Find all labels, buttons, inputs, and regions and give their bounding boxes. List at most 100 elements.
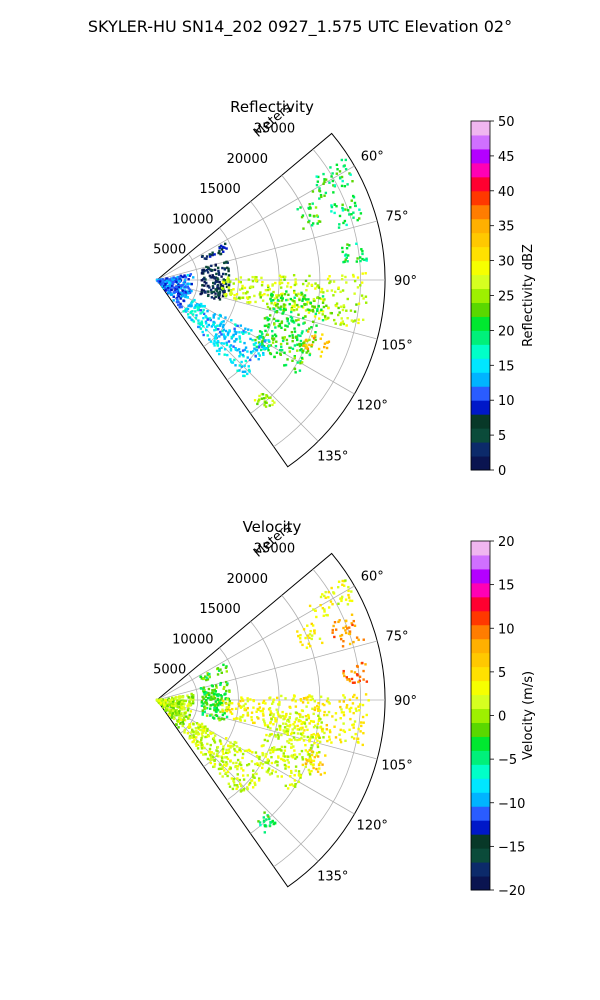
radar-gate [352,711,355,715]
radar-gate [327,590,330,594]
radar-gate [316,722,320,726]
radar-gate [278,324,282,327]
radar-gate [186,296,189,299]
radar-gate [176,710,180,713]
colorbar-swatch [471,330,490,338]
radar-gate [308,694,311,697]
radar-gate [205,701,208,705]
radar-gate [333,211,336,215]
radar-gate [282,311,285,314]
radar-gate [340,597,344,600]
radar-gate [221,703,224,707]
radar-gate [204,706,207,710]
colorbar-tick-label: 15 [498,359,515,374]
radar-gate [354,732,357,736]
radar-gate [267,815,270,818]
radar-gate [228,708,231,712]
radar-gate [268,734,271,738]
radar-gate [298,637,302,640]
radar-gate [353,319,357,322]
radar-gate [323,298,326,301]
radar-gate [205,698,208,702]
radar-gate [303,343,307,347]
radar-gate [236,717,239,720]
radar-gate [335,205,338,208]
radar-gate [225,683,229,687]
radar-gate [293,785,297,788]
radar-gate [239,784,243,788]
radar-gate [308,773,312,776]
radar-gate [347,589,350,593]
radar-gate [315,324,318,327]
radar-gate [268,340,271,343]
radar-gate [202,691,206,694]
radar-gate [312,214,316,218]
radar-gate [351,723,354,727]
radar-gate [310,759,313,762]
radar-gate [243,370,247,373]
radar-gate [224,279,227,282]
radar-gate [197,319,200,322]
radar-gate [340,633,344,637]
radar-gate [317,304,320,308]
radar-gate [209,753,212,757]
radar-gate [265,324,268,327]
radar-gate [261,701,265,704]
radar-gate [193,298,196,302]
radar-gate [292,731,296,735]
radar-gate [227,782,231,785]
radar-gate [328,729,332,732]
radar-gate [234,764,238,768]
radar-gate [242,778,246,781]
radar-gate [191,300,194,303]
radar-gate [319,717,322,721]
radar-gate [177,283,180,286]
radar-gate [321,295,325,298]
radar-gate [180,287,183,290]
radar-gate [339,177,342,180]
radar-gate [183,289,187,292]
radar-gate [364,663,367,666]
radar-gate [202,697,205,700]
radar-gate [191,693,195,697]
radar-gate [330,210,333,213]
radar-gate [200,302,203,306]
radar-gate [239,763,243,767]
radar-gate [297,305,300,309]
radar-gate [284,722,288,726]
radar-gate [184,295,187,299]
colorbar-swatch [471,323,490,331]
radar-gate [349,206,352,209]
radar-gate [181,724,184,728]
radar-gate [274,748,277,752]
radial-tick-label: 10000 [172,632,213,647]
radar-gate [175,723,178,726]
radar-gate [178,700,181,704]
radar-gate [214,295,217,298]
radar-gate [218,763,222,766]
radar-gate [227,286,230,289]
radar-gate [302,697,306,700]
radar-gate [227,284,231,287]
radar-gate [236,773,239,776]
radar-gate [201,713,204,716]
radar-gate [167,699,170,702]
radar-gate [182,299,185,302]
radar-gate [239,699,242,703]
radar-gate [278,322,282,326]
radar-gate [298,774,301,777]
radar-gate [338,733,341,736]
radar-gate [222,278,225,281]
radar-gate [308,343,311,347]
radar-gate [239,340,242,343]
radar-gate [293,367,296,370]
radar-gate [203,304,206,308]
radar-gate [243,719,247,722]
radar-gate [215,693,218,696]
radar-gate [312,759,316,763]
radar-gate [367,699,370,702]
radar-gate [290,732,293,736]
radar-gate [199,741,202,744]
radar-gate [310,769,313,773]
radar-gate [287,755,290,758]
